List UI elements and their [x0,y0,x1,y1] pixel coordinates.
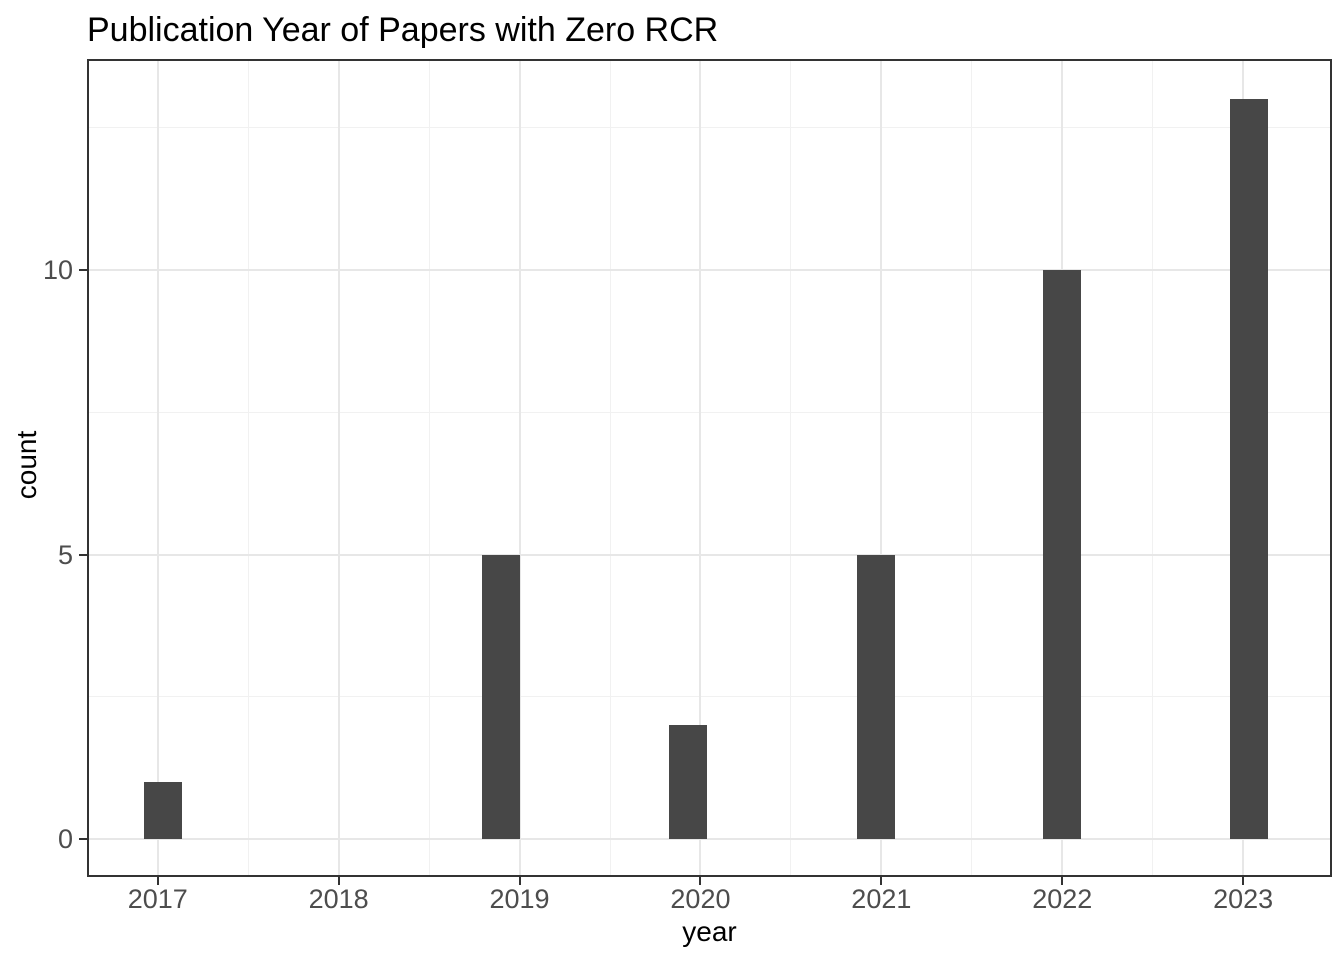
x-tick-label: 2021 [851,884,912,914]
y-tick-mark [79,838,87,841]
gridline-minor-x [247,61,249,875]
histogram-bar [668,725,707,840]
x-tick-label: 2023 [1213,884,1274,914]
gridline-minor-y [89,127,1330,129]
plot-panel [89,61,1330,875]
gridline-major-y [89,838,1330,841]
gridline-minor-x [971,61,973,875]
x-axis-title: year [682,916,737,947]
x-tick-label: 2022 [1032,884,1093,914]
gridline-major-y [89,268,1330,271]
gridline-major-y [89,553,1330,556]
x-tick-label: 2018 [308,884,369,914]
gridline-minor-x [1152,61,1154,875]
gridline-minor-x [790,61,792,875]
x-tick-mark [699,877,702,885]
x-tick-mark [518,877,521,885]
histogram-bar [856,554,895,840]
x-tick-mark [1242,877,1245,885]
x-tick-label: 2019 [489,884,550,914]
gridline-major-x [156,61,159,875]
y-tick-mark [79,268,87,271]
gridline-major-x [699,61,702,875]
gridline-major-x [337,61,340,875]
histogram-bar [482,554,521,840]
histogram-bar [1229,99,1268,840]
y-tick-label: 5 [57,539,73,570]
gridline-minor-x [428,61,430,875]
histogram-bar [144,782,183,840]
histogram-bar [1043,269,1082,840]
plot-title: Publication Year of Papers with Zero RCR [87,11,719,49]
x-tick-mark [156,877,159,885]
x-tick-label: 2017 [127,884,188,914]
y-tick-mark [79,553,87,556]
x-tick-label: 2020 [670,884,731,914]
gridline-major-x [880,61,883,875]
gridline-minor-y [89,411,1330,413]
x-tick-mark [880,877,883,885]
y-tick-label: 0 [57,824,73,855]
y-axis-title: count [11,430,42,500]
gridline-minor-x [609,61,611,875]
gridline-major-x [518,61,521,875]
y-tick-label: 10 [42,254,73,285]
x-tick-mark [1061,877,1064,885]
gridline-minor-y [89,696,1330,698]
x-tick-mark [337,877,340,885]
